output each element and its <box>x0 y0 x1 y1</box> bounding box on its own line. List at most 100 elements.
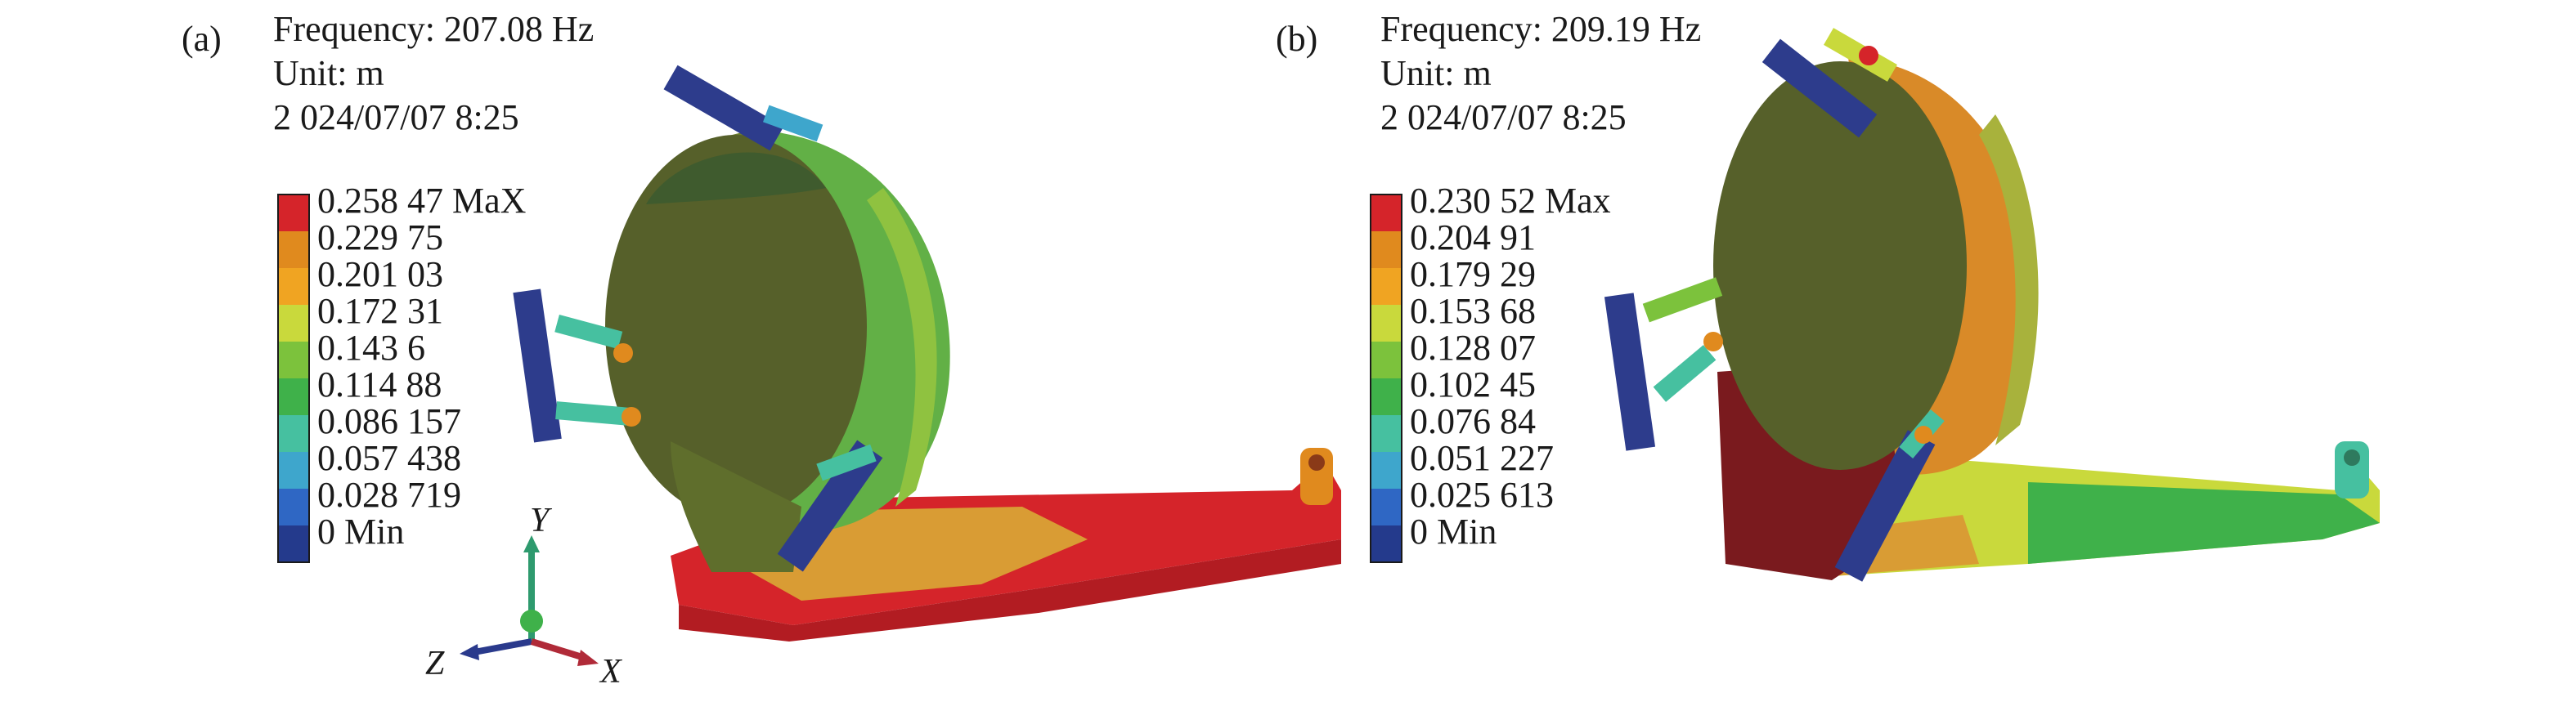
panel-a-legend-label-0: 0.258 47 MaX <box>317 181 526 221</box>
panel-b-legend-label-8: 0.025 613 <box>1410 475 1554 515</box>
panel-b-legend-label-6: 0.076 84 <box>1410 401 1536 441</box>
panel-a-timestamp: 2 024/07/07 8:25 <box>273 97 519 137</box>
triad-origin <box>520 610 543 633</box>
panel-b-colorbar-band-7 <box>1371 452 1402 489</box>
panel-a-colorbar-band-9 <box>278 525 309 562</box>
triad-y-arrow-icon <box>523 535 540 552</box>
panel-b-colorbar-band-8 <box>1371 489 1402 525</box>
panel-a-legend-label-2: 0.201 03 <box>317 254 443 294</box>
panel-a-actuator-bottom-bar <box>777 440 883 572</box>
panel-b-end-bracket <box>2335 441 2369 499</box>
panel-b-legend-label-0: 0.230 52 Max <box>1410 181 1611 221</box>
panel-a-colorbar-band-8 <box>278 489 309 525</box>
panel-a-legend-label-5: 0.114 88 <box>317 364 442 405</box>
panel-a-pedestal <box>671 441 801 572</box>
panel-b-actuator-bottom-bar <box>1834 430 1936 582</box>
panel-a-colorbar-band-7 <box>278 452 309 489</box>
panel-a-colorbar-frame <box>277 194 310 563</box>
panel-a-end-bracket <box>1300 448 1333 505</box>
coordinate-triad: Y Z X <box>425 502 623 691</box>
triad-x-label: X <box>599 653 623 691</box>
panel-a-dish-rim-shade <box>867 188 937 507</box>
panel-b-colorbar-band-0 <box>1371 195 1402 231</box>
panel-b-joint-1 <box>1703 332 1723 351</box>
panel-a-actuator-left-link-2 <box>555 401 631 426</box>
panel-b-legend-label-1: 0.204 91 <box>1410 217 1536 257</box>
panel-b-actuator-left <box>1604 277 1723 451</box>
panel-a-actuator-bottom-link <box>816 444 877 481</box>
panel-b-actuator-top <box>1761 28 1897 138</box>
panel-a-actuator-bottom <box>777 440 883 572</box>
panel-a-frequency: Frequency: 207.08 Hz <box>273 9 594 49</box>
panel-b-legend-label-5: 0.102 45 <box>1410 364 1536 405</box>
panel-a-actuator-left-link-1 <box>554 314 623 349</box>
panel-b-colorbar-frame <box>1370 194 1402 563</box>
panel-b-end-hole <box>2344 449 2360 466</box>
triad-z-arrow-icon <box>460 644 479 660</box>
panel-b-unit: Unit: m <box>1380 53 1492 93</box>
panel-b-colorbar-band-1 <box>1371 231 1402 268</box>
panel-b-tag: (b) <box>1276 19 1317 59</box>
panel-b-colorbar-band-9 <box>1371 525 1402 562</box>
panel-b-deformed-model <box>1604 28 2380 582</box>
panel-b-timestamp: 2 024/07/07 8:25 <box>1380 97 1627 137</box>
panel-a-actuator-top-link <box>763 105 824 142</box>
panel-a-end-hole <box>1308 454 1325 471</box>
panel-a-colorbar-band-2 <box>278 268 309 305</box>
panel-a-actuator-left-bar <box>513 288 562 443</box>
panel-a-actuator-top <box>663 65 824 151</box>
triad-z-label: Z <box>425 645 445 682</box>
panel-b-joint-top <box>1859 46 1878 65</box>
panel-b-joint-bottom <box>1914 426 1932 444</box>
panel-a-legend-label-9: 0 Min <box>317 512 404 552</box>
panel-b-colorbar-band-3 <box>1371 305 1402 342</box>
panel-a-joint-1 <box>613 343 633 363</box>
panel-b-legend-label-3: 0.153 68 <box>1410 291 1536 331</box>
panel-a-dish-face <box>605 135 867 519</box>
panel-a-deformed-model <box>513 65 1341 642</box>
panel-b-legend-label-4: 0.128 07 <box>1410 328 1536 368</box>
panel-a-colorbar-band-5 <box>278 378 309 415</box>
panel-b-arm-tip-shade <box>2028 482 2380 564</box>
panel-b-colorbar-band-4 <box>1371 342 1402 378</box>
panel-a-colorbar-band-6 <box>278 415 309 452</box>
panel-b-legend-label-7: 0.051 227 <box>1410 438 1554 478</box>
panel-b-colorbar-band-2 <box>1371 268 1402 305</box>
panel-a-colorbar-band-3 <box>278 305 309 342</box>
panel-a-actuator-left <box>513 288 641 443</box>
panel-b-frequency: Frequency: 209.19 Hz <box>1380 9 1701 49</box>
panel-a-colorbar-band-4 <box>278 342 309 378</box>
panel-a-legend-label-7: 0.057 438 <box>317 438 461 478</box>
triad-x-arrow-icon <box>577 650 599 666</box>
panel-a-base-edge <box>679 539 1341 642</box>
panel-b-actuator-top-bar <box>1761 38 1878 138</box>
panel-a-legend-label-3: 0.172 31 <box>317 291 443 331</box>
panel-a-actuator-top-bar <box>663 65 784 151</box>
panel-b-actuator-left-link-2 <box>1653 345 1717 402</box>
panel-a-colorbar-band-1 <box>278 231 309 268</box>
triad-y-label: Y <box>530 502 553 539</box>
panel-a-dish-top-shade <box>646 152 826 204</box>
panel-b-actuator-left-bar <box>1604 293 1656 451</box>
panel-b-header: (b) Frequency: 209.19 Hz Unit: m 2 024/0… <box>1276 9 1701 137</box>
panel-a-legend-label-1: 0.229 75 <box>317 217 443 257</box>
panel-a-header: (a) Frequency: 207.08 Hz Unit: m 2 024/0… <box>182 9 594 137</box>
panel-b-dish-face <box>1713 61 1967 470</box>
panel-a-tag: (a) <box>182 19 222 59</box>
panel-b-actuator-bottom <box>1834 409 1945 582</box>
triad-z-axis <box>473 638 532 655</box>
panel-a-legend-label-8: 0.028 719 <box>317 475 461 515</box>
panel-b-colorbar-band-5 <box>1371 378 1402 415</box>
triad-x-axis <box>530 638 586 661</box>
panel-a-unit: Unit: m <box>273 53 384 93</box>
panel-a-colorbar-band-0 <box>278 195 309 231</box>
panel-a-joint-2 <box>622 407 641 427</box>
panel-a-legend-label-6: 0.086 157 <box>317 401 461 441</box>
panel-b-actuator-left-link-1 <box>1642 277 1723 323</box>
panel-b-legend-label-2: 0.179 29 <box>1410 254 1536 294</box>
panel-b-colorbar-band-6 <box>1371 415 1402 452</box>
panel-a-legend-label-4: 0.143 6 <box>317 328 425 368</box>
